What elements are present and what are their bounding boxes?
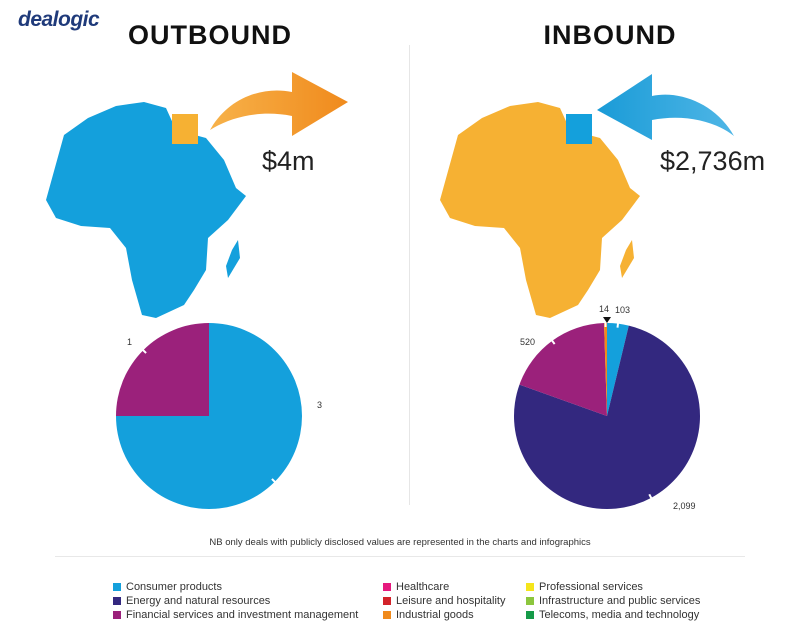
legend-label: Healthcare: [396, 581, 450, 593]
legend-label: Financial services and investment manage…: [126, 609, 359, 621]
outbound-heading: OUTBOUND: [128, 20, 292, 50]
outbound-africa-shape: [46, 102, 246, 318]
legend-item: Telecoms, media and technology: [526, 608, 700, 622]
legend-item: Professional services: [526, 580, 700, 594]
legend-item: Industrial goods: [383, 608, 505, 622]
inbound-pie-chart: 103 2,099 520 14: [514, 304, 701, 511]
legend-swatch: [383, 583, 391, 591]
legend-swatch: [113, 611, 121, 619]
pie-label-tick: [616, 320, 620, 328]
inbound-amount: $2,736m: [660, 146, 766, 176]
disclosure-note: NB only deals with publicly disclosed va…: [209, 537, 591, 548]
pie-slice: [116, 323, 209, 416]
pie-slice: [514, 325, 701, 510]
legend-item: Consumer products: [113, 580, 358, 594]
legend-swatch: [383, 611, 391, 619]
legend-swatch: [113, 583, 121, 591]
legend-item: Energy and natural resources: [113, 594, 358, 608]
legend-swatch: [526, 583, 534, 591]
legend-label: Leisure and hospitality: [396, 595, 506, 607]
legend-swatch: [383, 597, 391, 605]
outbound-amount: $4m: [262, 146, 315, 176]
pie-label-tick: [549, 337, 556, 345]
legend-item: Infrastructure and public services: [526, 594, 700, 608]
pie-slice: [519, 323, 607, 416]
legend-item: Leisure and hospitality: [383, 594, 505, 608]
outbound-egypt-highlight: [172, 114, 198, 144]
legend-column-3: Professional services Infrastructure and…: [526, 580, 700, 622]
legend-label: Telecoms, media and technology: [539, 609, 700, 621]
legend-swatch: [526, 597, 534, 605]
legend-swatch: [113, 597, 121, 605]
inbound-madagascar: [620, 240, 634, 278]
pie-label-tick: [271, 478, 278, 485]
inbound-egypt-highlight: [566, 114, 592, 144]
small-slice-pointer-icon: [603, 317, 611, 323]
outbound-madagascar: [226, 240, 240, 278]
legend-label: Infrastructure and public services: [539, 595, 701, 607]
outbound-africa-map: [46, 102, 246, 318]
pie-label-tick: [140, 347, 147, 354]
outbound-arrow-icon: [210, 72, 348, 136]
legend-label: Industrial goods: [396, 609, 474, 621]
legend-label: Professional services: [539, 581, 643, 593]
legend-separator: [55, 556, 745, 557]
dealogic-logo: dealogic: [18, 8, 100, 31]
inbound-arrow-icon: [597, 74, 734, 140]
panel-divider: [409, 45, 410, 505]
pie-data-label: 14: [599, 304, 609, 314]
pie-slice: [604, 323, 607, 416]
inbound-africa-shape: [440, 102, 640, 318]
pie-slice: [607, 323, 629, 416]
pie-data-label: 103: [615, 305, 630, 315]
legend-swatch: [526, 611, 534, 619]
pie-label-tick: [648, 493, 654, 501]
pie-data-label: 520: [520, 337, 535, 347]
pie-data-label: 3: [317, 400, 322, 410]
legend-column-2: Healthcare Leisure and hospitality Indus…: [383, 580, 505, 622]
legend-item: Healthcare: [383, 580, 505, 594]
pie-data-label: 2,099: [673, 501, 696, 511]
legend-label: Consumer products: [126, 581, 222, 593]
legend-item: Financial services and investment manage…: [113, 608, 358, 622]
pie-data-label: 1: [127, 337, 132, 347]
inbound-heading: INBOUND: [543, 20, 677, 50]
inbound-africa-map: [440, 102, 640, 318]
legend-column-1: Consumer products Energy and natural res…: [113, 580, 358, 622]
legend-label: Energy and natural resources: [126, 595, 271, 607]
outbound-pie-chart: 31: [116, 323, 322, 509]
